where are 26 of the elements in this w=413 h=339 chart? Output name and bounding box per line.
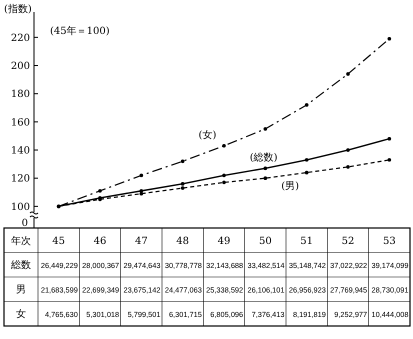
- text: 総数: [10, 258, 31, 271]
- annotation: (45年＝100): [50, 25, 110, 37]
- y-tick-label: 180: [10, 89, 30, 100]
- y-tick-label: 220: [10, 32, 30, 44]
- x-tick-label: 50: [258, 236, 272, 247]
- y-tick-label: 200: [10, 61, 30, 72]
- x-tick-label: 52: [342, 236, 354, 247]
- x-tick-label: 47: [134, 236, 148, 247]
- x-tick-label: 53: [382, 236, 396, 247]
- y-tick-label: 120: [10, 174, 30, 185]
- x-tick-label: 49: [218, 236, 230, 247]
- x-tick-label: 46: [94, 236, 106, 247]
- text: 年次: [11, 234, 31, 247]
- x-tick-label: 45: [52, 236, 66, 247]
- text: 0: [22, 218, 28, 229]
- x-tick-label: 48: [176, 236, 190, 247]
- text: 男: [16, 284, 26, 296]
- y-axis-title: (指数): [4, 3, 32, 15]
- series-label: (男): [281, 180, 300, 192]
- y-tick-label: 100: [10, 202, 30, 213]
- y-tick-label: 140: [10, 146, 30, 157]
- text: 女: [16, 308, 26, 320]
- series-label: (総数): [250, 152, 278, 164]
- y-tick-label: 160: [10, 117, 30, 128]
- x-tick-label: 51: [300, 236, 314, 247]
- series-label: (女): [198, 129, 216, 141]
